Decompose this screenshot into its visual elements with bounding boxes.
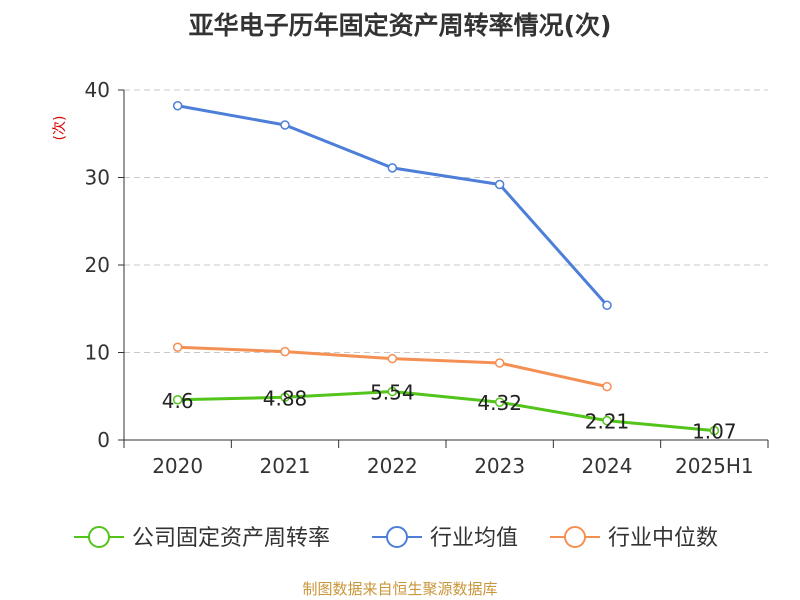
- data-label: 5.54: [370, 381, 415, 405]
- data-point: [494, 358, 505, 368]
- y-tick-label: 10: [85, 341, 110, 365]
- axes: 0 10 20 30 40 2020 2021 2022 2023 2024 2025H1 (次): [52, 78, 769, 478]
- data-point: [709, 425, 720, 436]
- data-point: [172, 101, 183, 111]
- series-line: [177, 390, 715, 433]
- legend-label: 行业均值: [430, 526, 518, 551]
- data-point: [280, 346, 290, 357]
- data-point: [387, 353, 398, 364]
- data-label: 1.07: [692, 420, 737, 444]
- data-point: [494, 397, 505, 407]
- legend: 公司固定资产周转率 行业均值 行业中位数: [74, 526, 718, 551]
- data-label: 4.88: [263, 386, 308, 410]
- legend-marker: [88, 526, 110, 548]
- data-label: 4.6: [162, 389, 194, 413]
- data-point: [280, 120, 290, 130]
- grid-lines: [124, 89, 768, 353]
- y-tick-label: 40: [85, 78, 110, 102]
- x-tick-label: 2022: [367, 454, 418, 478]
- data-point: [494, 179, 505, 190]
- x-tick-label: 2021: [260, 454, 311, 478]
- y-tick-label: 20: [85, 253, 110, 277]
- series-line: [177, 104, 609, 307]
- x-tick-label: 2024: [582, 454, 633, 478]
- x-tick-label: 2025H1: [675, 454, 754, 478]
- data-point: [280, 392, 290, 403]
- y-tick-label: 0: [97, 428, 110, 452]
- y-axis-label: (次): [52, 116, 68, 141]
- data-labels: 4.6 4.88 5.54 4.32 2.21 1.07: [162, 381, 737, 444]
- data-point: [387, 386, 398, 397]
- data-point: [602, 300, 612, 310]
- legend-marker: [386, 526, 408, 548]
- data-point: [602, 415, 612, 426]
- legend-marker: [564, 526, 586, 548]
- series-lines: [172, 101, 720, 436]
- y-tick-label: 30: [85, 166, 110, 190]
- legend-label: 公司固定资产周转率: [132, 526, 330, 551]
- data-point: [602, 381, 612, 392]
- data-label: 4.32: [477, 391, 522, 415]
- data-label: 2.21: [585, 410, 630, 434]
- x-tick-label: 2020: [152, 454, 203, 478]
- data-point: [172, 342, 183, 352]
- data-point: [172, 395, 183, 405]
- source-note: 制图数据来自恒生聚源数据库: [302, 580, 498, 598]
- x-tick-label: 2023: [474, 454, 525, 478]
- legend-label: 行业中位数: [608, 526, 718, 551]
- data-point: [387, 163, 398, 173]
- chart-title: 亚华电子历年固定资产周转率情况(次): [188, 11, 612, 40]
